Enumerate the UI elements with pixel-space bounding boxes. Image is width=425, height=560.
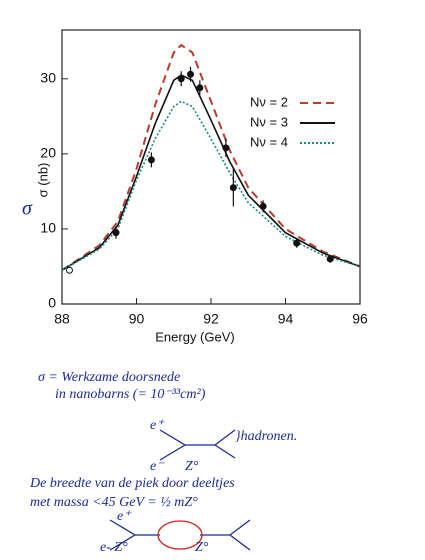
data-point: [147, 156, 155, 164]
handwritten-note: in nanobarns (= 10⁻³³cm²): [55, 387, 206, 402]
y-tick-label: 10: [40, 220, 56, 236]
handwritten-note: Z°: [195, 540, 209, 555]
x-tick-label: 92: [203, 311, 219, 327]
handwritten-note: e- Z°: [100, 540, 128, 555]
x-tick-label: 90: [129, 311, 145, 327]
y-tick-label: 30: [40, 69, 56, 85]
series-line: [61, 100, 361, 271]
y-tick-label: 20: [40, 145, 56, 161]
plot-frame: [61, 29, 361, 305]
data-point: [187, 70, 195, 78]
data-point: [326, 255, 334, 263]
handwritten-note: }hadronen.: [235, 429, 297, 444]
handwritten-note: e⁺: [150, 418, 165, 433]
data-point: [293, 239, 301, 247]
handwritten-note: Z°: [185, 459, 199, 474]
handwritten-note: e⁺: [117, 509, 132, 524]
data-point: [229, 184, 237, 192]
x-tick-label: 94: [278, 311, 294, 327]
feynman-diagrams: [109, 429, 251, 551]
y-tick-label: 0: [48, 295, 56, 311]
legend-label: Nν = 4: [250, 134, 288, 149]
data-point: [177, 75, 185, 83]
data-point: [65, 266, 73, 274]
handwritten-note: e⁻: [150, 459, 165, 474]
handwritten-note: De breedte van de piek door deeltjes: [29, 476, 235, 491]
series-line: [61, 43, 361, 272]
x-axis-label: Energy (GeV): [155, 329, 234, 344]
data-point: [112, 229, 120, 237]
x-tick-label: 96: [352, 311, 368, 327]
loop: [157, 520, 203, 550]
y-axis-label: σ (nb): [35, 163, 50, 198]
handwritten-note: σ = Werkzame doorsnede: [38, 370, 180, 385]
legend-label: Nν = 2: [250, 94, 288, 109]
data-point: [196, 84, 204, 92]
handwritten-note: σ: [22, 198, 33, 220]
data-point: [259, 202, 267, 210]
diagram-lines: [109, 519, 251, 551]
x-tick-label: 88: [54, 311, 70, 327]
series-line: [61, 74, 361, 271]
data-point: [222, 144, 230, 152]
diagram-lines: [159, 429, 236, 461]
legend-label: Nν = 3: [250, 114, 288, 129]
handwritten-note: met massa <45 GeV = ½ mZ°: [30, 495, 198, 510]
